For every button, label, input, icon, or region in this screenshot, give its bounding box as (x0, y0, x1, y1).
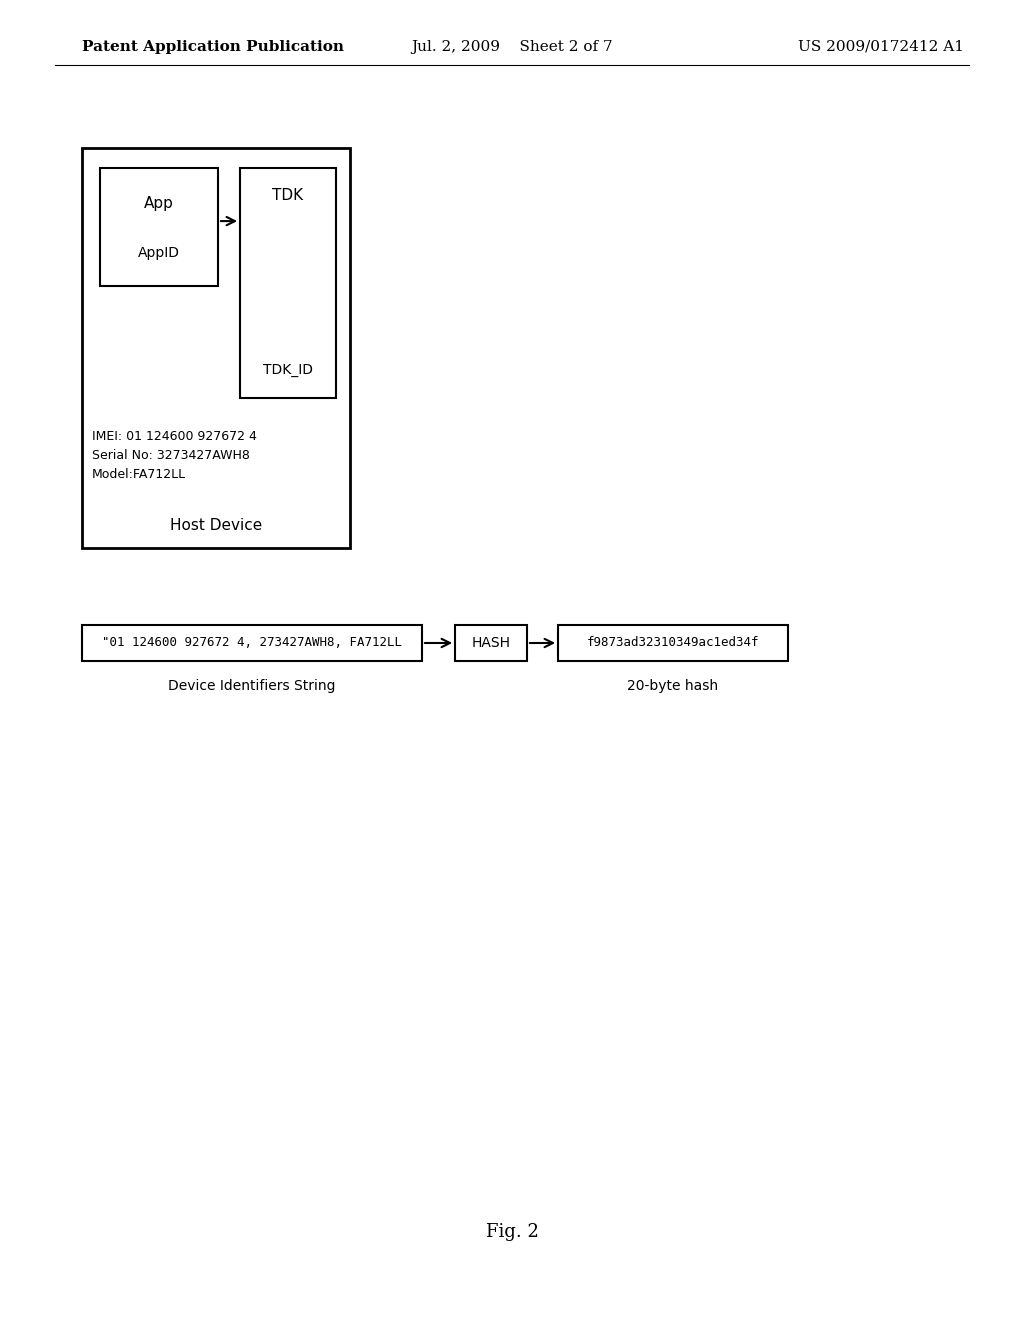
Bar (240, 168, 336, 399)
Text: App: App (144, 195, 174, 211)
Text: Patent Application Publication: Patent Application Publication (82, 40, 344, 54)
Bar (82, 148, 350, 548)
Text: Fig. 2: Fig. 2 (485, 1224, 539, 1241)
Text: IMEI: 01 124600 927672 4
Serial No: 3273427AWH8
Model:FA712LL: IMEI: 01 124600 927672 4 Serial No: 3273… (92, 430, 257, 480)
Text: Jul. 2, 2009    Sheet 2 of 7: Jul. 2, 2009 Sheet 2 of 7 (412, 40, 612, 54)
Text: "01 124600 927672 4, 273427AWH8, FA712LL: "01 124600 927672 4, 273427AWH8, FA712LL (102, 636, 402, 649)
Text: f9873ad32310349ac1ed34f: f9873ad32310349ac1ed34f (587, 636, 759, 649)
Bar (558, 624, 788, 661)
Text: Host Device: Host Device (170, 519, 262, 533)
Text: US 2009/0172412 A1: US 2009/0172412 A1 (798, 40, 964, 54)
Bar (82, 624, 422, 661)
Text: Device Identifiers String: Device Identifiers String (168, 678, 336, 693)
Text: HASH: HASH (471, 636, 511, 649)
Text: 20-byte hash: 20-byte hash (628, 678, 719, 693)
Text: TDK_ID: TDK_ID (263, 363, 313, 378)
Bar (455, 624, 527, 661)
Bar (100, 168, 218, 286)
Text: AppID: AppID (138, 246, 180, 260)
Text: TDK: TDK (272, 187, 303, 203)
